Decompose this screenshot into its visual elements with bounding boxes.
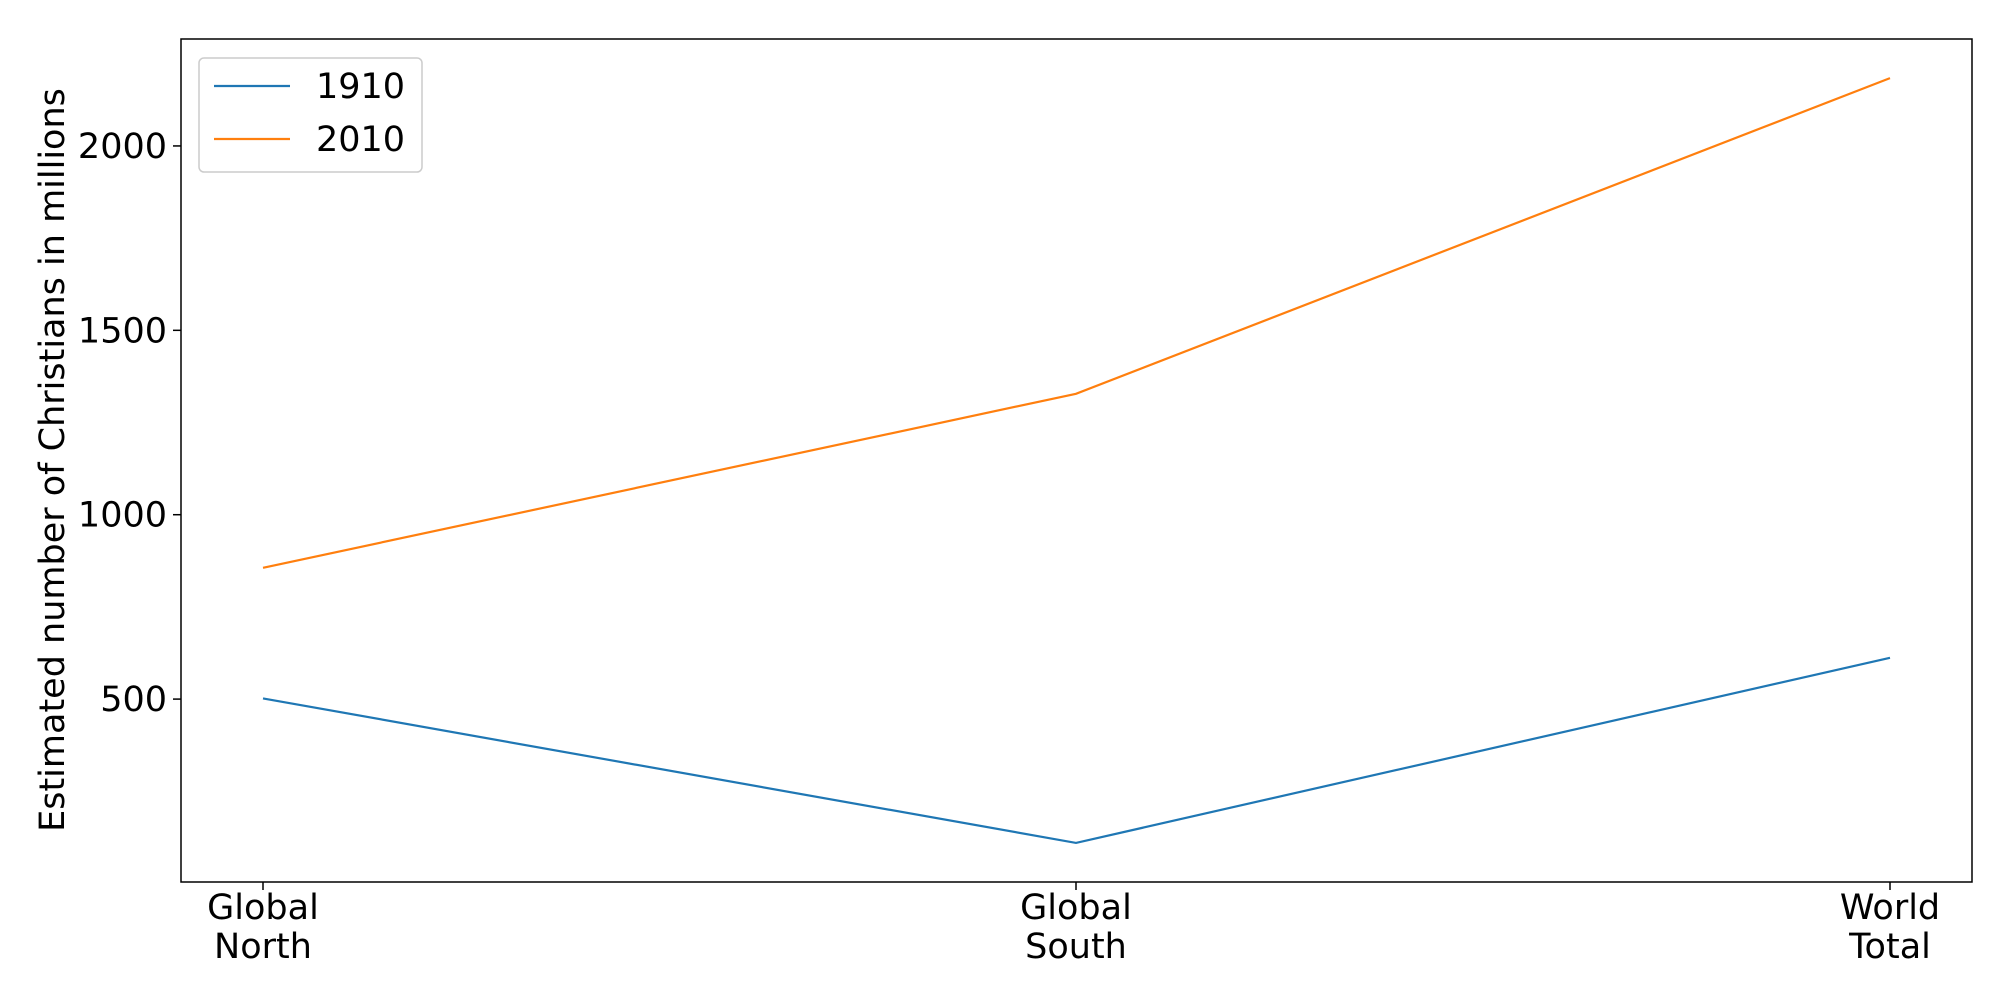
x-tick-label: North: [214, 927, 312, 967]
y-tick-label: 1000: [78, 496, 167, 536]
x-tick-label: Global: [207, 888, 319, 928]
y-axis-ticks: 500 1000 1500 2000: [78, 127, 181, 720]
x-tick-label: South: [1025, 927, 1127, 967]
series-line-2010: [262, 77, 1891, 569]
series-layer: [262, 77, 1891, 845]
y-tick-label: 500: [100, 680, 167, 720]
x-tick-label: Total: [1848, 927, 1931, 967]
y-tick-label: 1500: [78, 311, 167, 351]
y-tick-label: 2000: [78, 127, 167, 167]
x-tick-label: World: [1840, 888, 1940, 928]
x-tick-label: Global: [1020, 888, 1132, 928]
legend-label-2010: 2010: [316, 120, 405, 160]
legend-label-1910: 1910: [316, 67, 405, 107]
legend: 1910 2010: [198, 57, 423, 173]
series-line-1910: [262, 656, 1891, 845]
y-axis-label: Estimated number of Christians in millio…: [33, 88, 73, 832]
